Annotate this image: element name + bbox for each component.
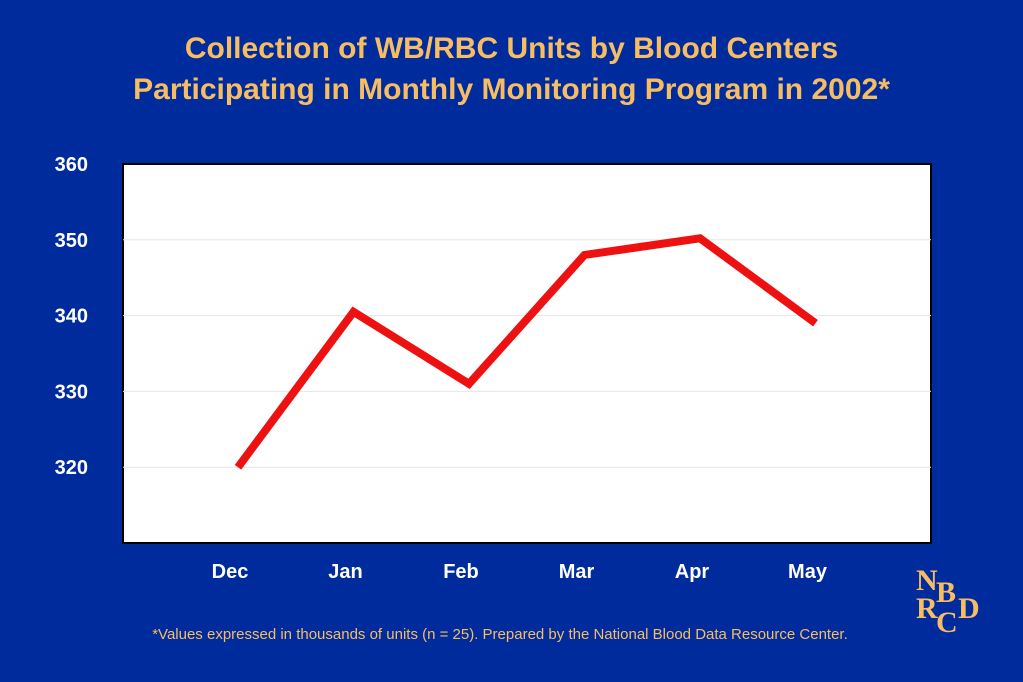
logo-letter-c: C <box>936 606 958 639</box>
y-tick-label: 320 <box>55 457 88 479</box>
nbdrc-logo: N B R D C <box>908 566 998 652</box>
chart-title-line-1: Collection of WB/RBC Units by Blood Cent… <box>184 32 839 65</box>
y-tick-label: 340 <box>55 306 88 328</box>
y-tick-label: 350 <box>55 230 88 252</box>
chart-title-line-2: Participating in Monthly Monitoring Prog… <box>133 73 890 106</box>
line-chart: 360 350 340 330 320 Dec Jan Feb Mar Apr May <box>55 154 932 583</box>
logo-letter-n: N <box>916 564 938 597</box>
y-tick-label: 330 <box>55 381 88 403</box>
logo-letter-r: R <box>916 592 938 625</box>
chart-title: Collection of WB/RBC Units by Blood Cent… <box>0 28 1023 110</box>
logo-letter-d: D <box>958 592 980 625</box>
x-tick-label: Mar <box>559 561 595 583</box>
x-tick-label: Dec <box>212 561 249 583</box>
footnote: *Values expressed in thousands of units … <box>152 626 848 643</box>
series-line <box>234 234 818 470</box>
x-tick-label: Apr <box>675 561 710 583</box>
x-tick-label: May <box>788 561 828 583</box>
plot-area <box>122 163 932 544</box>
logo-letter-b: B <box>936 576 957 609</box>
y-tick-label: 360 <box>55 154 88 176</box>
x-axis-ticks: Dec Jan Feb Mar Apr May <box>212 561 828 583</box>
gridlines <box>123 239 931 468</box>
x-tick-label: Jan <box>328 561 362 583</box>
series-layer <box>234 234 818 470</box>
y-axis-ticks: 360 350 340 330 320 <box>55 154 88 479</box>
x-tick-label: Feb <box>443 561 479 583</box>
